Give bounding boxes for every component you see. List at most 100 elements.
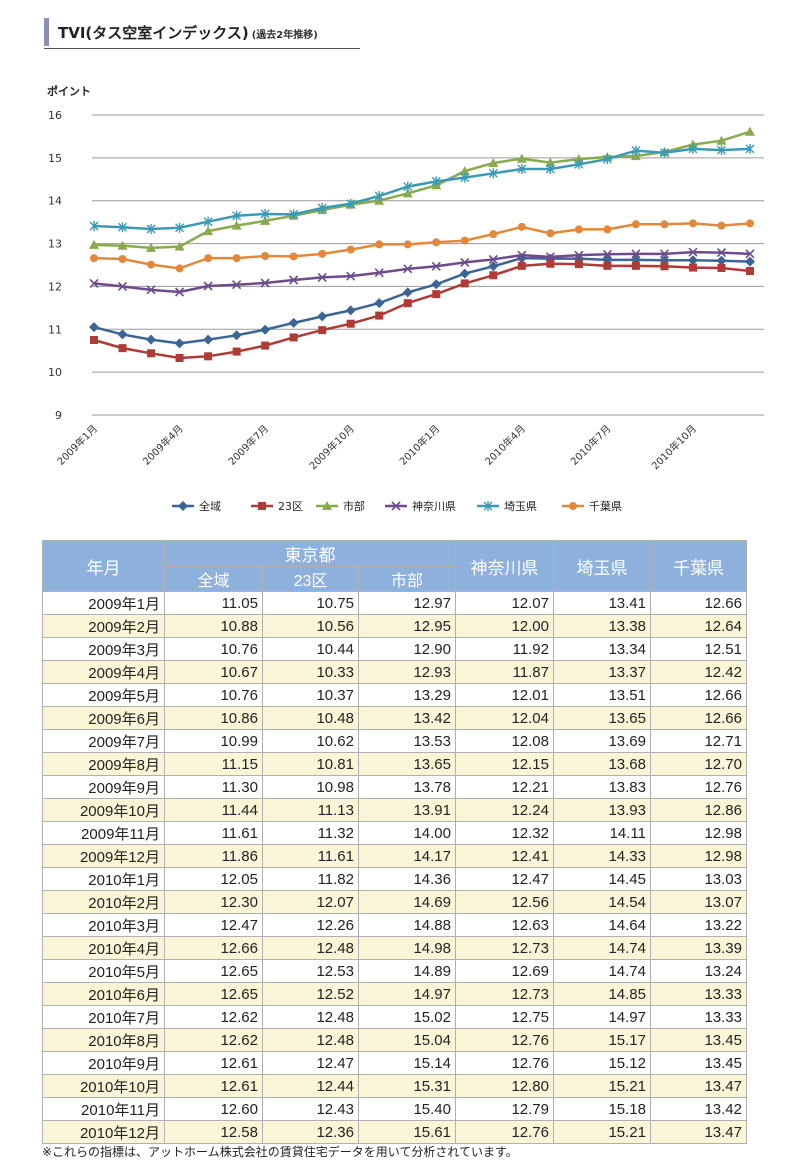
legend-label: 全域 <box>199 499 221 513</box>
table-row: 2010年8月 12.62 12.48 15.04 12.76 15.17 13.45 <box>42 1028 747 1052</box>
table-cell-month: 2010年6月 <box>42 982 165 1006</box>
data-point <box>174 338 185 349</box>
table-cell-value: 10.86 <box>164 706 263 730</box>
table-cell-value: 11.82 <box>262 867 359 891</box>
y-axis-label: ポイント <box>47 84 91 98</box>
data-point <box>318 249 327 258</box>
data-point <box>261 252 270 260</box>
table-row: 2009年8月 11.15 10.81 13.65 12.15 13.68 12.70 <box>42 752 747 776</box>
table-row: 2009年4月 10.67 10.33 12.93 11.87 13.37 12.42 <box>42 660 747 684</box>
y-tick-label: 16 <box>48 109 62 122</box>
data-point <box>517 222 526 231</box>
table-cell-value: 12.44 <box>262 1074 359 1098</box>
table-cell-value: 12.69 <box>455 959 554 983</box>
table-cell-value: 13.22 <box>650 913 747 937</box>
table-cell-value: 10.75 <box>262 591 359 615</box>
data-point <box>403 299 412 308</box>
data-point <box>431 176 441 187</box>
data-point <box>659 147 669 158</box>
data-point <box>602 154 612 165</box>
data-point <box>318 326 327 335</box>
data-point <box>631 145 641 156</box>
table-row: 2010年12月 12.58 12.36 15.61 12.76 15.21 13.47 <box>42 1120 747 1144</box>
table-cell-value: 12.73 <box>455 936 554 960</box>
table-cell-value: 12.26 <box>262 913 359 937</box>
table-cell-value: 14.85 <box>553 982 651 1006</box>
data-point <box>232 254 241 263</box>
data-point <box>260 209 270 219</box>
table-cell-value: 15.21 <box>553 1120 651 1144</box>
data-point <box>488 158 499 167</box>
data-point <box>517 164 527 174</box>
header-chiba: 千葉県 <box>650 540 747 592</box>
table-cell-value: 12.66 <box>650 591 747 615</box>
table-cell-value: 12.71 <box>650 729 747 753</box>
data-point <box>574 250 584 260</box>
data-point <box>289 275 299 285</box>
data-point <box>402 188 413 198</box>
table-cell-value: 13.65 <box>553 706 651 730</box>
data-point <box>745 256 755 267</box>
data-point <box>146 242 157 252</box>
table-cell-value: 12.43 <box>262 1097 359 1121</box>
data-point <box>374 268 384 278</box>
table-cell-value: 12.36 <box>262 1120 359 1144</box>
header-kanagawa: 神奈川県 <box>455 540 554 592</box>
data-point <box>317 203 327 213</box>
data-point <box>403 181 413 192</box>
data-point <box>630 151 641 161</box>
data-point <box>147 260 156 269</box>
table-cell-value: 15.04 <box>358 1028 456 1052</box>
data-point <box>375 240 384 249</box>
table-cell-value: 12.07 <box>262 890 359 914</box>
data-point <box>175 354 184 362</box>
header-saitama: 埼玉県 <box>553 540 651 592</box>
table-cell-month: 2009年1月 <box>42 591 165 615</box>
data-point <box>288 317 299 328</box>
table-cell-value: 13.39 <box>650 936 747 960</box>
table-cell-month: 2009年11月 <box>42 821 165 845</box>
table-cell-month: 2010年11月 <box>42 1097 165 1121</box>
table-cell-month: 2010年2月 <box>42 890 165 914</box>
table-cell-value: 15.18 <box>553 1097 651 1121</box>
data-point <box>688 247 698 257</box>
table-cell-value: 13.03 <box>650 867 747 891</box>
table-cell-value: 13.51 <box>553 683 651 707</box>
data-point <box>602 249 612 259</box>
table-cell-month: 2010年3月 <box>42 913 165 937</box>
data-point <box>289 209 299 220</box>
table-cell-value: 13.33 <box>650 1005 747 1029</box>
table-cell-value: 13.38 <box>553 614 651 638</box>
series-line <box>93 222 751 270</box>
table-cell-value: 12.62 <box>164 1028 263 1052</box>
data-point <box>289 333 298 342</box>
data-point <box>489 271 498 280</box>
data-point <box>403 264 413 274</box>
data-point <box>716 255 727 266</box>
data-point <box>203 281 213 291</box>
table-cell-value: 13.47 <box>650 1120 747 1144</box>
data-point <box>603 225 612 234</box>
header-tokyo: 東京都 <box>164 540 456 567</box>
x-tick-label: 2009年10月 <box>306 422 356 472</box>
series-line <box>93 130 751 250</box>
table-row: 2010年11月 12.60 12.43 15.40 12.79 15.18 13.42 <box>42 1097 747 1121</box>
table-body: 2009年1月 11.05 10.75 12.97 12.07 13.41 12.66 200… <box>42 591 747 1144</box>
series-line <box>93 256 751 345</box>
table-cell-value: 13.69 <box>553 729 651 753</box>
y-tick-label: 14 <box>48 195 62 208</box>
table-cell-value: 13.68 <box>553 752 651 776</box>
y-tick-label: 12 <box>48 280 62 293</box>
table-cell-value: 10.76 <box>164 683 263 707</box>
table-row: 2009年10月 11.44 11.13 13.91 12.24 13.93 12.86 <box>42 798 747 822</box>
table-cell-value: 13.65 <box>358 752 456 776</box>
data-point <box>489 230 498 239</box>
table-cell-value: 14.64 <box>553 913 651 937</box>
data-point <box>488 254 498 264</box>
table-cell-value: 14.74 <box>553 959 651 983</box>
table-cell-value: 12.48 <box>262 1005 359 1029</box>
table-cell-value: 14.11 <box>553 821 651 845</box>
data-point <box>346 271 356 281</box>
data-point <box>174 241 185 251</box>
table-row: 2010年1月 12.05 11.82 14.36 12.47 14.45 13.03 <box>42 867 747 891</box>
